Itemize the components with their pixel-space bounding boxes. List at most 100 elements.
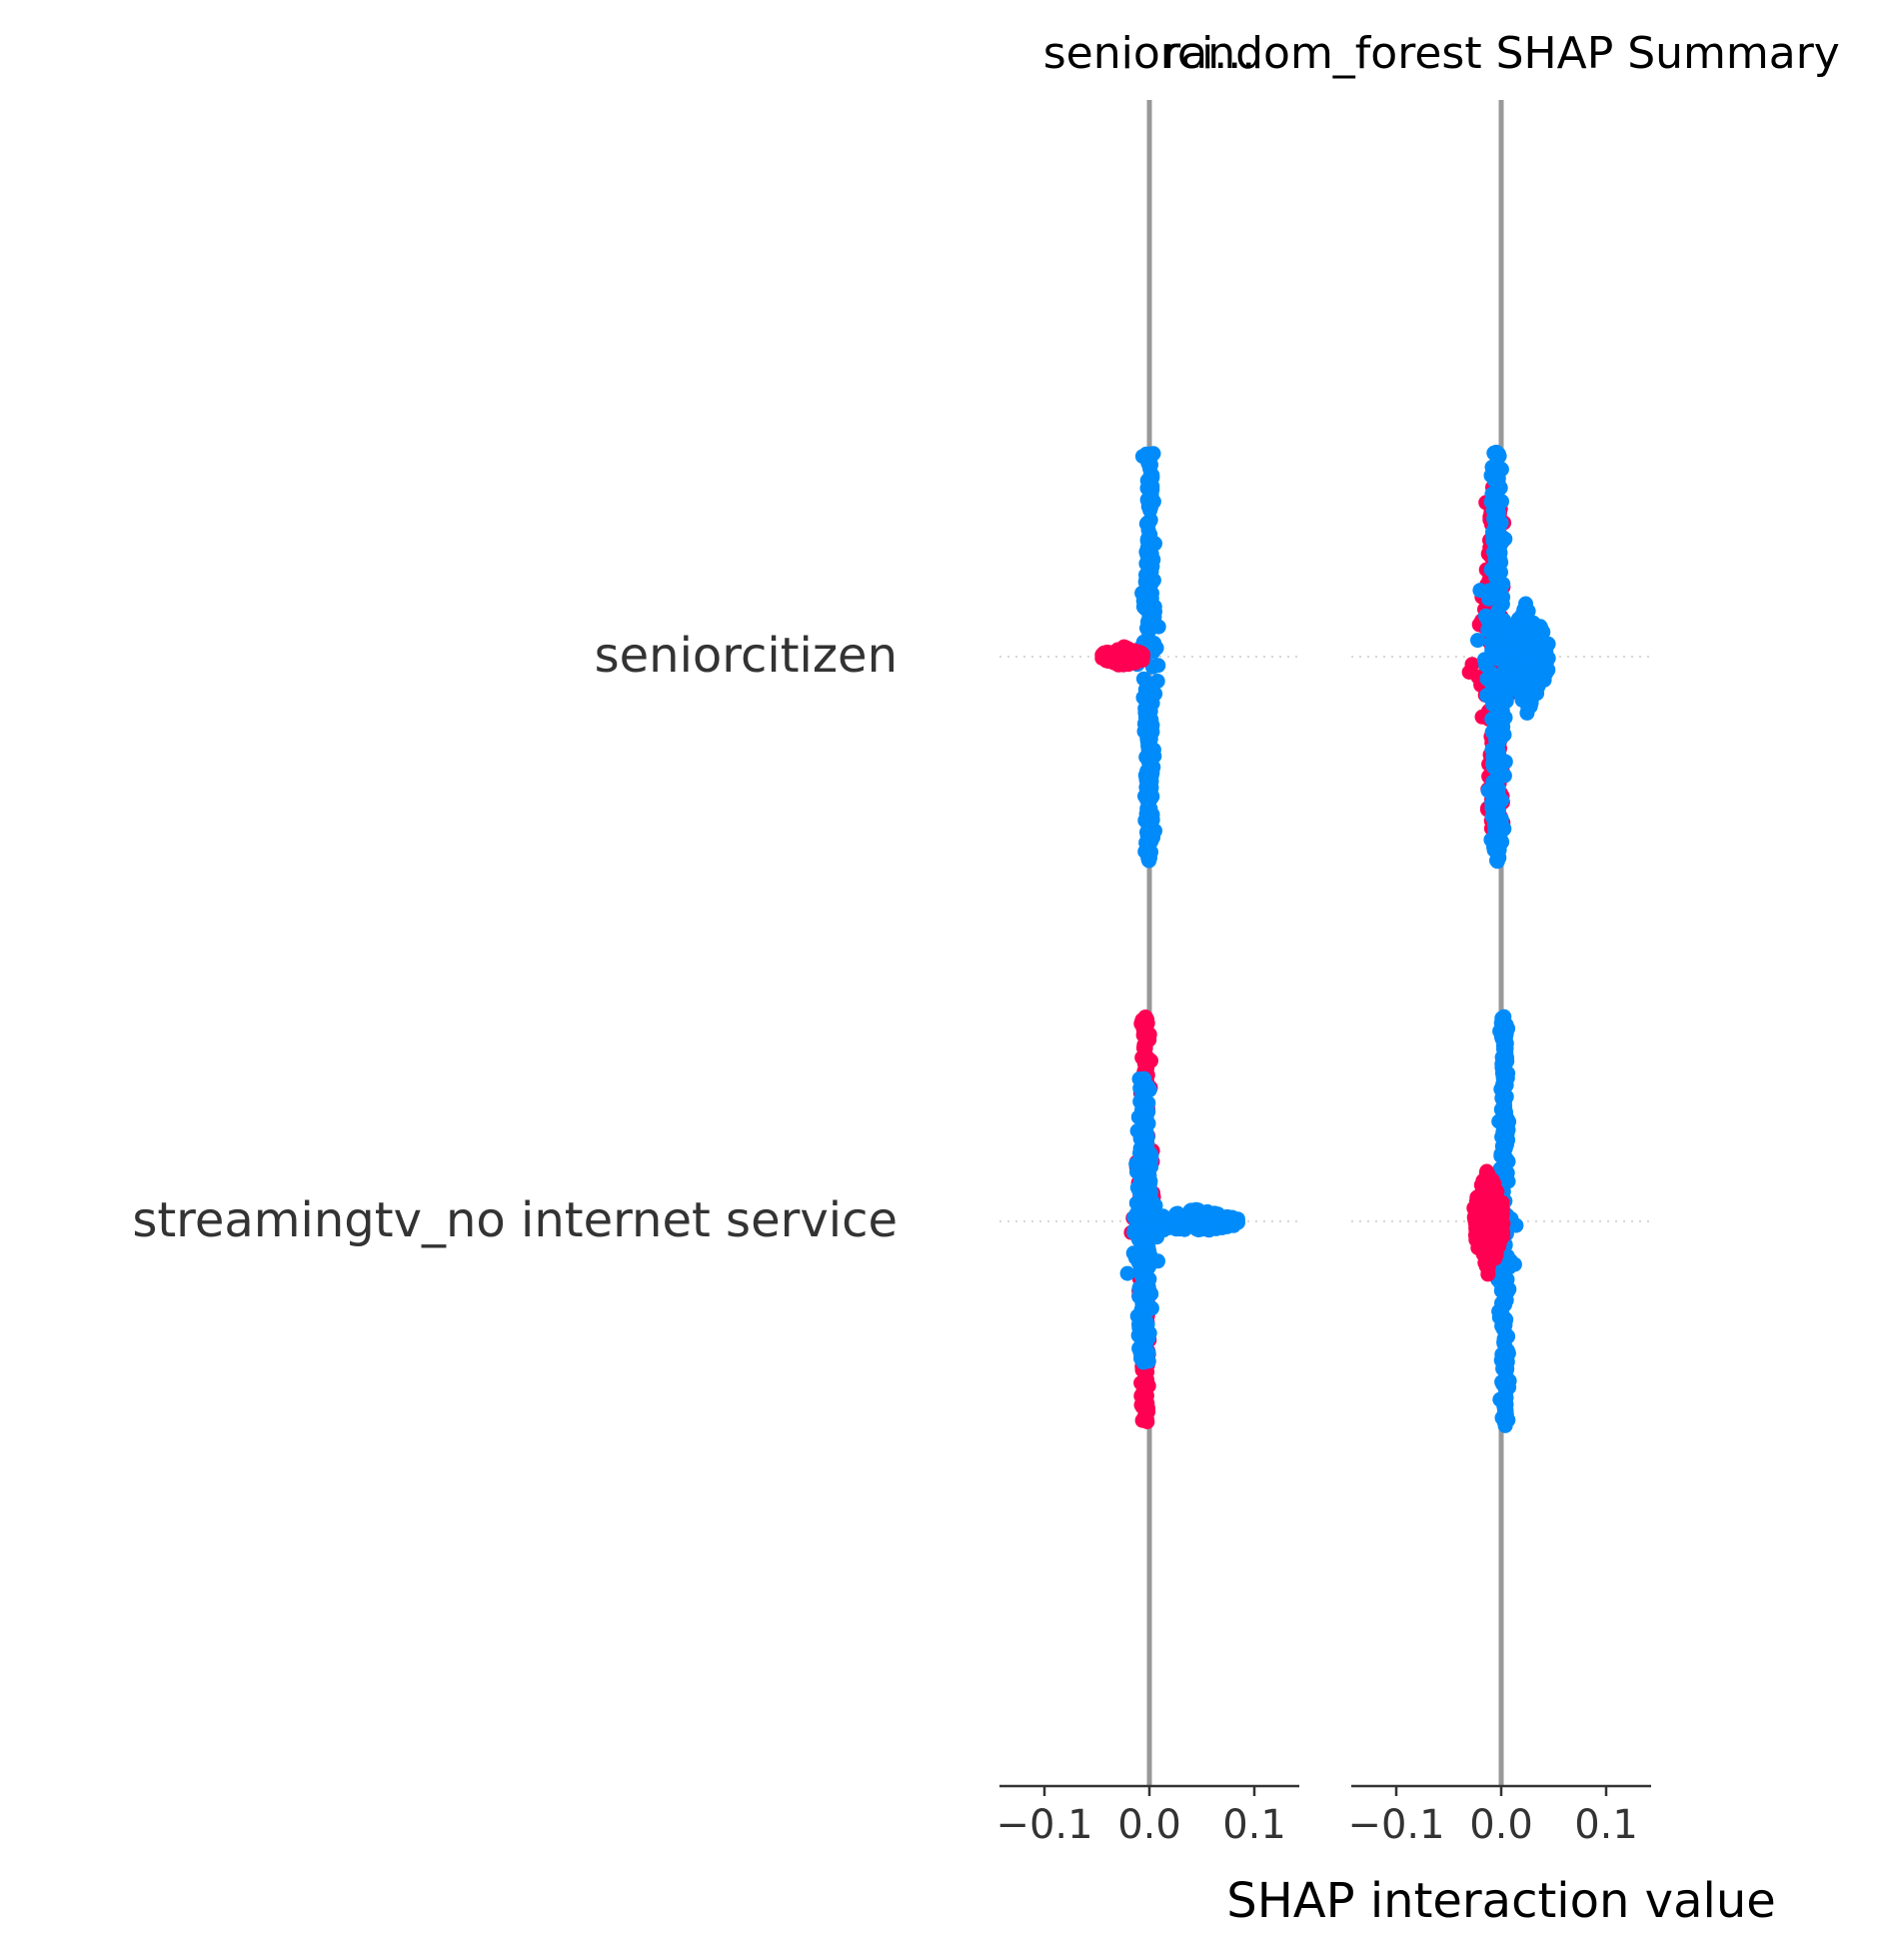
- shap-point: [1127, 1210, 1143, 1226]
- shap-point: [1493, 731, 1508, 747]
- panel-title-right: random_forest SHAP Summary: [1162, 28, 1840, 79]
- shap-point: [1134, 650, 1150, 666]
- shap-point: [1492, 1200, 1507, 1216]
- shap-point: [1489, 490, 1504, 506]
- points-streamingtv-blue-0: [1486, 1008, 1524, 1433]
- shap-point: [1486, 507, 1502, 522]
- shap-point: [1479, 671, 1495, 687]
- shap-point: [1464, 657, 1480, 673]
- shap-point: [1134, 1091, 1150, 1107]
- shap-point: [1138, 792, 1154, 808]
- shap-point: [1195, 1204, 1210, 1220]
- shap-point: [1139, 677, 1155, 693]
- x-tick-label: 0.1: [1574, 1802, 1638, 1848]
- shap-point: [1137, 1055, 1153, 1071]
- shap-point: [1502, 1252, 1518, 1268]
- shap-point: [1168, 1221, 1184, 1237]
- points-seniorcitizen-blue-2: [1498, 596, 1556, 721]
- shap-point: [1493, 1146, 1509, 1162]
- shap-point: [1493, 595, 1509, 611]
- panel-seniorcitizen-interaction: −0.1 0.0 0.1: [995, 100, 1299, 1848]
- shap-point: [1494, 1410, 1510, 1426]
- shap-point: [1485, 1247, 1501, 1263]
- shap-point: [1145, 494, 1161, 510]
- shap-point: [1141, 850, 1157, 866]
- shap-point: [1138, 556, 1154, 572]
- x-tick-label: −0.1: [1347, 1802, 1444, 1848]
- shap-point: [1524, 624, 1540, 640]
- shap-point: [1496, 1057, 1512, 1072]
- shap-point: [1530, 678, 1546, 694]
- shap-point: [1466, 1200, 1482, 1216]
- shap-point: [1479, 1163, 1495, 1179]
- shap-point: [1128, 1195, 1144, 1211]
- shap-point: [1494, 1010, 1510, 1026]
- shap-point: [1489, 853, 1504, 869]
- shap-point: [1143, 1286, 1159, 1302]
- shap-point: [1138, 806, 1154, 822]
- points-seniorcitizen-blue-0: [1129, 446, 1166, 869]
- shap-point: [1140, 624, 1156, 640]
- shap-point: [1489, 1231, 1505, 1247]
- x-tick-label: 0.1: [1222, 1802, 1286, 1848]
- feature-labels: seniorcitizen streamingtv_no internet se…: [132, 628, 898, 1248]
- shap-point: [1479, 688, 1495, 704]
- shap-point: [1136, 1070, 1152, 1086]
- shap-point: [1479, 1184, 1495, 1200]
- shap-point: [1494, 834, 1510, 850]
- points-seniorcitizen-red-1: [1094, 639, 1151, 673]
- shap-point: [1513, 689, 1529, 705]
- shap-point: [1134, 449, 1150, 465]
- shap-point: [1495, 1077, 1511, 1092]
- shap-point: [1495, 1159, 1511, 1175]
- shap-point: [1140, 820, 1156, 836]
- shap-point: [1119, 1265, 1135, 1281]
- shap-point: [1494, 1266, 1510, 1282]
- shap-point: [1467, 1215, 1483, 1231]
- shap-point: [1486, 529, 1502, 545]
- shap-point: [1470, 633, 1485, 649]
- points-streamingtv-red-1: [1466, 1163, 1511, 1282]
- shap-point: [1498, 1104, 1513, 1120]
- shap-point: [1484, 459, 1500, 475]
- shap-point: [1137, 1344, 1153, 1360]
- shap-point: [1498, 1398, 1514, 1414]
- shap-point: [1131, 1181, 1147, 1197]
- shap-point: [1517, 607, 1533, 623]
- shap-point: [1493, 583, 1509, 599]
- shap-point: [1472, 583, 1488, 599]
- shap-point: [1137, 1393, 1153, 1409]
- shap-point: [1496, 1335, 1512, 1351]
- shap-point: [1180, 1208, 1196, 1224]
- shap-point: [1150, 1253, 1165, 1269]
- shap-point: [1136, 1409, 1152, 1425]
- feature-label-seniorcitizen: seniorcitizen: [595, 628, 898, 684]
- shap-point: [1504, 624, 1520, 640]
- shap-point: [1138, 1110, 1154, 1126]
- shap-point: [1146, 636, 1162, 651]
- shap-point: [1142, 468, 1158, 484]
- shap-point: [1142, 585, 1158, 601]
- shap-point: [1145, 742, 1161, 758]
- shap-point: [1140, 769, 1156, 784]
- shap-point: [1132, 1146, 1148, 1162]
- shap-point: [1482, 1210, 1497, 1226]
- shap-point: [1141, 1229, 1156, 1245]
- shap-point: [1498, 1037, 1514, 1053]
- shap-point: [1142, 727, 1158, 743]
- x-tick-label: −0.1: [995, 1802, 1092, 1848]
- shap-point: [1141, 536, 1157, 552]
- shap-point: [1504, 639, 1520, 655]
- shap-point: [1155, 1212, 1171, 1228]
- shap-point: [1488, 570, 1504, 586]
- shap-point: [1508, 1217, 1524, 1233]
- shap-point: [1147, 1197, 1163, 1213]
- shap-point: [1142, 1173, 1158, 1189]
- shap-point: [1490, 743, 1506, 758]
- feature-label-streamingtv: streamingtv_no internet service: [132, 1192, 898, 1248]
- shap-point: [1488, 778, 1504, 794]
- shap-point: [1208, 1220, 1224, 1236]
- shap-point: [1496, 1360, 1512, 1376]
- shap-point: [1497, 1290, 1513, 1306]
- shap-point: [1492, 552, 1508, 568]
